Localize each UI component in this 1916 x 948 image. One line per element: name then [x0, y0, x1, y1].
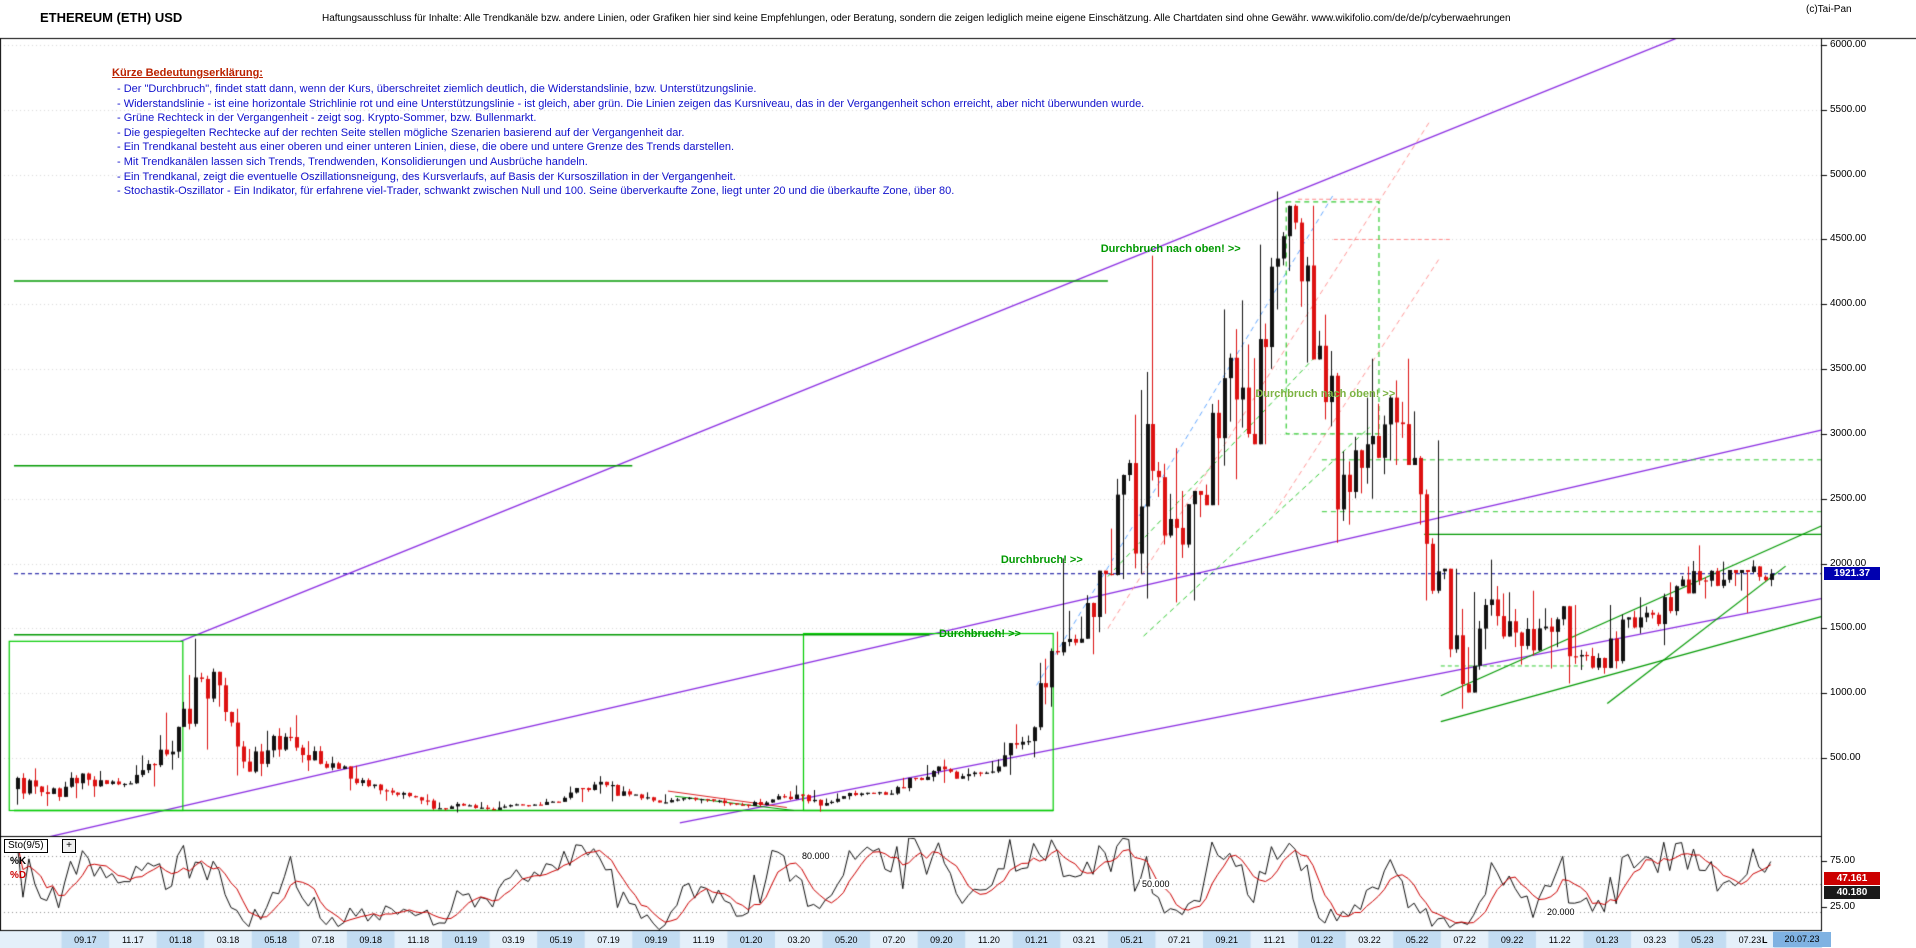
price-tick-label: 4000.00 — [1830, 298, 1867, 310]
date-tick-label: 05.21 — [1120, 935, 1143, 945]
legend-line: - Grüne Rechteck in der Vergangenheit - … — [117, 112, 537, 125]
last-bar-marker: L — [1762, 935, 1768, 945]
price-tick-label: 2000.00 — [1830, 557, 1867, 569]
date-tick-label: 09.18 — [359, 935, 382, 945]
date-tick-label: 03.22 — [1358, 935, 1381, 945]
date-tick-label: 05.18 — [264, 935, 287, 945]
date-tick-label: 07.22 — [1453, 935, 1476, 945]
date-tick-label: 11.22 — [1548, 935, 1571, 945]
legend-line: - Ein Trendkanal, zeigt die eventuelle O… — [117, 170, 736, 183]
copyright-label: (c)Tai-Pan — [1806, 4, 1852, 15]
date-tick-label: 11.18 — [407, 935, 430, 945]
price-tick-label: 5000.00 — [1830, 168, 1867, 180]
breakout-annotation: Durchbruch nach oben! >> — [1100, 242, 1241, 255]
date-tick-label: 01.18 — [169, 935, 192, 945]
date-tick-label: 11.19 — [692, 935, 715, 945]
date-tick-label: 01.22 — [1310, 935, 1334, 945]
date-tick-label: 07.18 — [311, 935, 335, 945]
date-tick-label: 03.20 — [787, 935, 810, 945]
breakout-annotation: Durchbruch nach oben! >> — [1255, 387, 1396, 400]
date-tick-label: 05.22 — [1405, 935, 1429, 945]
date-tick-label: 05.20 — [835, 935, 858, 945]
date-tick-label: 01.19 — [454, 935, 478, 945]
date-tick-label: 07.21 — [1167, 935, 1191, 945]
legend-line: - Die gespiegelten Rechtecke auf der rec… — [117, 126, 685, 139]
price-tick-label: 3500.00 — [1830, 363, 1867, 375]
date-tick-label: 09.17 — [74, 935, 97, 945]
stochastic-indicator-label[interactable]: Sto(9/5) — [4, 839, 48, 853]
price-tick-label: 5500.00 — [1830, 103, 1867, 115]
price-tick-label: 6000.00 — [1830, 38, 1867, 50]
date-tick-label: 11.17 — [121, 935, 144, 945]
date-tick-label: 11.21 — [1263, 935, 1286, 945]
breakout-annotation: Durchbruch! >> — [1000, 553, 1083, 566]
date-tick-label: 09.21 — [1215, 935, 1239, 945]
legend-line: - Stochastik-Oszillator - Ein Indikator,… — [117, 185, 955, 198]
percent-k-label: %K — [10, 856, 27, 867]
expand-indicator-button[interactable]: + — [62, 839, 76, 853]
breakout-annotation: Durchbruch! >> — [939, 628, 1021, 641]
date-tick-label: 01.20 — [739, 935, 763, 945]
percent-d-value-badge: 47.161 — [1824, 872, 1880, 885]
oscillator-level-label: 20.000 — [1545, 906, 1577, 917]
date-tick-label: 01.23 — [1595, 935, 1619, 945]
legend-line: - Widerstandslinie - ist eine horizontal… — [117, 97, 1145, 110]
date-tick-label: 07.23 — [1738, 935, 1762, 945]
price-tick-label: 1500.00 — [1830, 622, 1867, 634]
date-tick-label: 09.19 — [644, 935, 668, 945]
percent-k-value-badge: 40.180 — [1824, 886, 1880, 899]
legend-line: - Der "Durchbruch", findet statt dann, w… — [117, 83, 757, 95]
date-tick-label: 05.19 — [549, 935, 573, 945]
date-tick-label: 03.21 — [1072, 935, 1096, 945]
percent-d-label: %D — [10, 870, 27, 881]
date-tick-label: 07.19 — [597, 935, 620, 945]
oscillator-level-label: 50.000 — [1140, 879, 1172, 889]
date-tick-label: 03.18 — [216, 935, 240, 945]
price-tick-label: 2500.00 — [1830, 492, 1867, 504]
date-tick-label: 09.20 — [930, 935, 953, 945]
date-tick-label: 09.22 — [1500, 935, 1524, 945]
date-tick-label: 11.20 — [978, 935, 1000, 945]
price-tick-label: 4500.00 — [1830, 233, 1867, 245]
price-tick-label: 500.00 — [1830, 752, 1861, 763]
last-date-badge: 20.07.23 — [1773, 932, 1831, 947]
date-tick-label: 03.19 — [502, 935, 525, 945]
price-tick-label: 3000.00 — [1830, 427, 1867, 439]
legend-line: - Ein Trendkanal besteht aus einer obere… — [117, 141, 735, 154]
legend-heading: Kürze Bedeutungserklärung: — [112, 67, 263, 79]
price-tick-label: 1000.00 — [1830, 687, 1867, 699]
date-tick-label: 03.23 — [1643, 935, 1667, 945]
disclaimer-text: Haftungsausschluss für Inhalte: Alle Tre… — [322, 13, 1511, 24]
oscillator-upper-tick: 75.00 — [1830, 855, 1856, 866]
chart-title: ETHEREUM (ETH) USD — [40, 10, 183, 25]
oscillator-lower-tick: 25.00 — [1830, 901, 1856, 912]
date-tick-label: 01.21 — [1025, 935, 1048, 945]
date-tick-label: 07.20 — [882, 935, 906, 945]
last-price-badge: 1921.37 — [1824, 567, 1880, 580]
oscillator-level-label: 80.000 — [800, 851, 832, 862]
legend-line: - Mit Trendkanälen lassen sich Trends, T… — [117, 156, 588, 168]
date-tick-label: 05.23 — [1691, 935, 1714, 945]
